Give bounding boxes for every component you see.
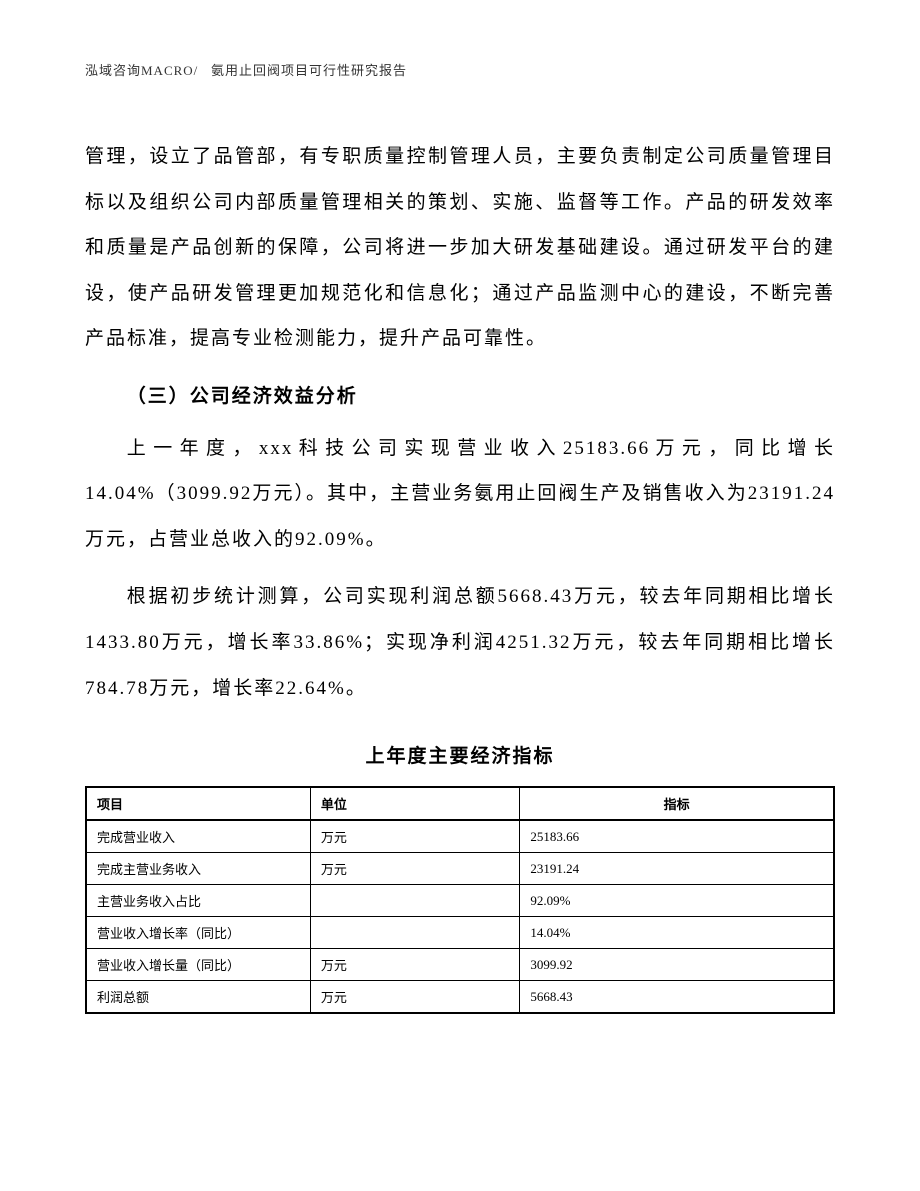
section-heading: （三）公司经济效益分析 <box>85 374 835 420</box>
table-row: 完成主营业务收入 万元 23191.24 <box>86 853 834 885</box>
economic-indicators-table: 项目 单位 指标 完成营业收入 万元 25183.66 完成主营业务收入 万元 … <box>85 786 835 1014</box>
table-header-cell: 单位 <box>310 787 519 820</box>
table-cell: 完成营业收入 <box>86 820 310 853</box>
table-cell: 营业收入增长率（同比） <box>86 917 310 949</box>
table-title: 上年度主要经济指标 <box>85 741 835 768</box>
table-row: 完成营业收入 万元 25183.66 <box>86 820 834 853</box>
table-cell: 利润总额 <box>86 981 310 1014</box>
table-cell: 营业收入增长量（同比） <box>86 949 310 981</box>
table-cell: 万元 <box>310 949 519 981</box>
table-cell: 万元 <box>310 981 519 1014</box>
table-cell: 主营业务收入占比 <box>86 885 310 917</box>
table-cell <box>310 885 519 917</box>
header-left: 泓域咨询MACRO/ <box>85 63 198 78</box>
page-header: 泓域咨询MACRO/ 氨用止回阀项目可行性研究报告 <box>85 60 835 79</box>
table-header-cell: 指标 <box>520 787 834 820</box>
table-row: 主营业务收入占比 92.09% <box>86 885 834 917</box>
table-cell: 3099.92 <box>520 949 834 981</box>
table-header-row: 项目 单位 指标 <box>86 787 834 820</box>
table-cell: 92.09% <box>520 885 834 917</box>
table-row: 利润总额 万元 5668.43 <box>86 981 834 1014</box>
header-right: 氨用止回阀项目可行性研究报告 <box>211 63 407 78</box>
paragraph-3: 根据初步统计测算，公司实现利润总额5668.43万元，较去年同期相比增长1433… <box>85 574 835 711</box>
table-cell: 14.04% <box>520 917 834 949</box>
table-cell: 万元 <box>310 853 519 885</box>
table-cell <box>310 917 519 949</box>
table-row: 营业收入增长率（同比） 14.04% <box>86 917 834 949</box>
table-cell: 万元 <box>310 820 519 853</box>
paragraph-2: 上一年度，xxx科技公司实现营业收入25183.66万元，同比增长14.04%（… <box>85 426 835 563</box>
table-header-cell: 项目 <box>86 787 310 820</box>
table-cell: 完成主营业务收入 <box>86 853 310 885</box>
table-row: 营业收入增长量（同比） 万元 3099.92 <box>86 949 834 981</box>
table-cell: 5668.43 <box>520 981 834 1014</box>
paragraph-1: 管理，设立了品管部，有专职质量控制管理人员，主要负责制定公司质量管理目标以及组织… <box>85 134 835 362</box>
table-cell: 25183.66 <box>520 820 834 853</box>
table-cell: 23191.24 <box>520 853 834 885</box>
